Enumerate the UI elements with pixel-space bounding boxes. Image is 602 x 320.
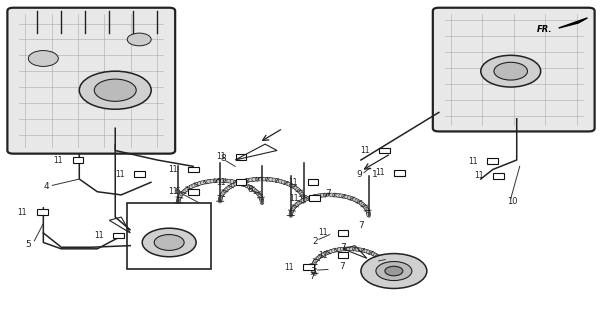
Text: 11: 11: [284, 263, 293, 272]
Circle shape: [142, 228, 196, 257]
Text: 11: 11: [94, 231, 104, 240]
Text: FR.: FR.: [536, 25, 552, 35]
Circle shape: [361, 253, 427, 288]
Text: 6: 6: [175, 187, 181, 196]
Bar: [37, 210, 48, 215]
Bar: [303, 264, 314, 270]
Text: 3: 3: [310, 267, 316, 276]
Circle shape: [494, 62, 527, 80]
FancyBboxPatch shape: [127, 203, 211, 269]
Text: 11: 11: [318, 251, 328, 260]
Text: 1: 1: [372, 171, 377, 180]
Text: 11: 11: [376, 168, 385, 177]
FancyBboxPatch shape: [433, 8, 595, 132]
Bar: [309, 195, 320, 201]
Text: 7: 7: [358, 220, 364, 229]
Bar: [379, 148, 390, 153]
Text: 8: 8: [247, 185, 253, 194]
Text: 10: 10: [507, 197, 517, 206]
Text: 11: 11: [468, 157, 478, 166]
Bar: [494, 173, 504, 179]
Text: 8: 8: [220, 154, 226, 163]
Bar: [488, 158, 498, 164]
Text: 11: 11: [217, 152, 226, 161]
Bar: [338, 230, 349, 236]
Text: 11: 11: [288, 178, 298, 187]
Text: 7: 7: [309, 272, 315, 281]
FancyBboxPatch shape: [7, 8, 175, 154]
Circle shape: [95, 79, 136, 101]
Circle shape: [79, 71, 151, 109]
Circle shape: [385, 266, 403, 276]
Text: 11: 11: [318, 228, 328, 237]
Circle shape: [154, 235, 184, 251]
Bar: [338, 252, 349, 258]
Text: 4: 4: [43, 182, 49, 191]
Circle shape: [481, 55, 541, 87]
Bar: [188, 167, 199, 172]
Bar: [134, 172, 144, 177]
Polygon shape: [559, 18, 588, 28]
Circle shape: [127, 33, 151, 46]
Text: 7: 7: [325, 189, 331, 198]
Text: 7: 7: [339, 262, 344, 271]
Text: 2: 2: [312, 237, 318, 246]
Text: 11: 11: [54, 156, 63, 164]
Text: 7: 7: [340, 243, 346, 252]
Text: 9: 9: [357, 171, 362, 180]
Circle shape: [28, 51, 58, 67]
Bar: [394, 170, 405, 176]
Text: 11: 11: [17, 208, 27, 217]
Text: 11: 11: [361, 146, 370, 155]
Bar: [113, 233, 123, 238]
Text: 11: 11: [217, 178, 226, 187]
Text: 11: 11: [474, 172, 484, 180]
Text: 11: 11: [169, 187, 178, 196]
Bar: [236, 179, 246, 185]
Circle shape: [376, 261, 412, 281]
Bar: [236, 154, 246, 160]
Text: 5: 5: [25, 240, 31, 249]
Bar: [188, 189, 199, 195]
Bar: [308, 179, 318, 185]
Bar: [73, 157, 84, 163]
Text: 11: 11: [115, 170, 124, 179]
Text: 11: 11: [169, 165, 178, 174]
Text: 11: 11: [290, 194, 299, 203]
